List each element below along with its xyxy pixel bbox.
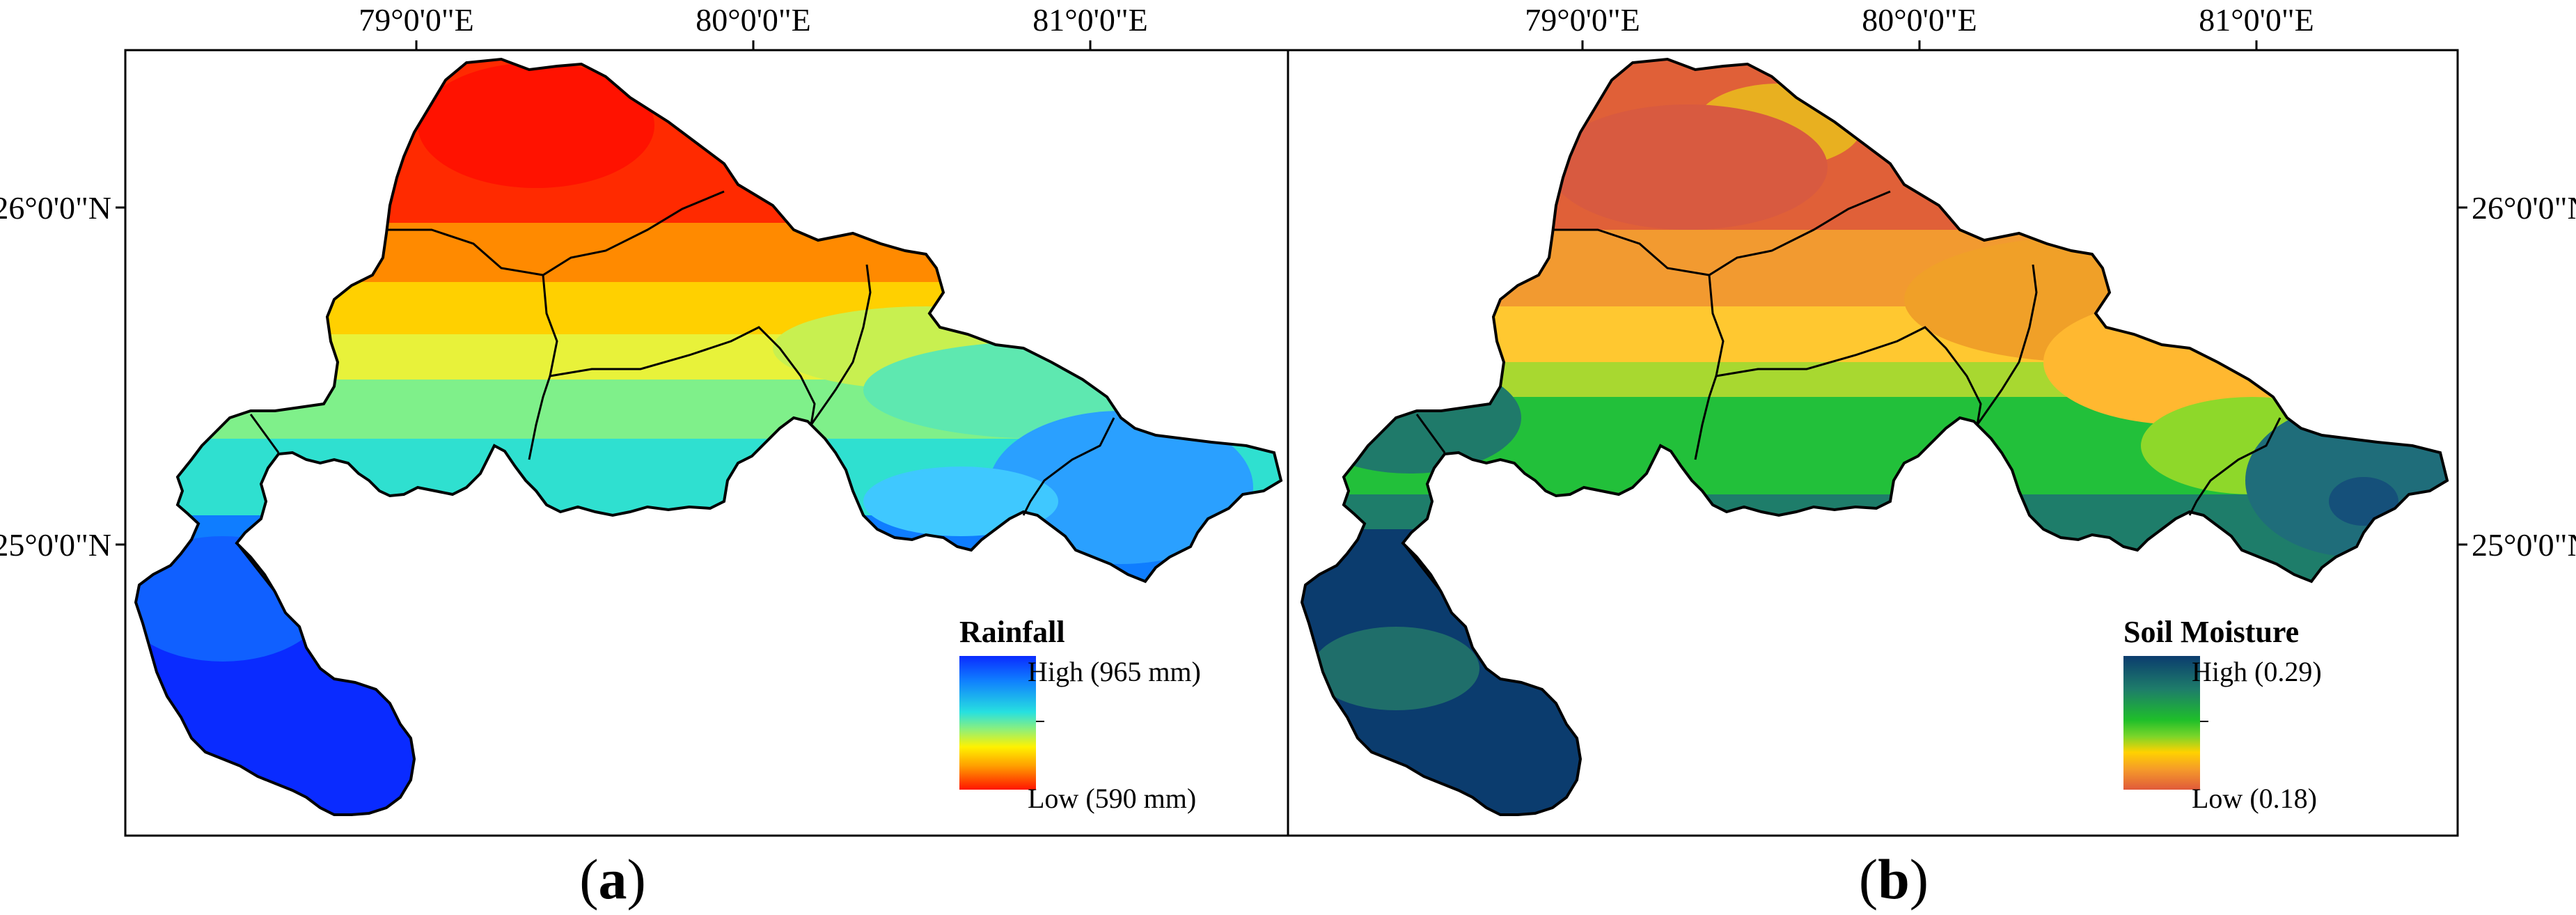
legend-colorbar-rainfall	[959, 656, 1036, 790]
panel-caption-a: (a)	[579, 847, 646, 911]
top-axis-ticks-b	[1581, 40, 2467, 546]
top-axis-label-b-2: 80°0'0"E	[1862, 2, 1977, 38]
legend-title-rainfall: Rainfall	[959, 615, 1065, 649]
panel-a: 79°0'0"E 80°0'0"E 81°0'0"E 26°0'0"N 25°0…	[0, 2, 1289, 911]
top-axis-label-a-3: 81°0'0"E	[1032, 2, 1148, 38]
top-axis-label-b-3: 81°0'0"E	[2199, 2, 2314, 38]
top-axis-ticks-a	[116, 40, 1092, 546]
panel-caption-b: (b)	[1859, 847, 1929, 911]
right-axis-label-b-2: 25°0'0"N	[2472, 527, 2576, 563]
top-axis-label-b-1: 79°0'0"E	[1525, 2, 1640, 38]
left-axis-label-a-2: 25°0'0"N	[0, 527, 111, 563]
legend-colorbar-soil-moisture	[2123, 656, 2200, 790]
legend-high-label-soil-moisture: High (0.29)	[2192, 656, 2322, 687]
legend-title-soil-moisture: Soil Moisture	[2123, 615, 2299, 649]
top-axis-label-a-1: 79°0'0"E	[359, 2, 474, 38]
right-axis-label-b-1: 26°0'0"N	[2472, 190, 2576, 226]
district-boundaries-b	[1401, 190, 2282, 593]
legend-high-label-rainfall: High (965 mm)	[1028, 656, 1201, 687]
panel-b: 79°0'0"E 80°0'0"E 81°0'0"E 26°0'0"N 25°0…	[1287, 2, 2576, 911]
top-axis-label-a-2: 80°0'0"E	[696, 2, 811, 38]
district-boundaries-a	[235, 190, 1115, 593]
legend-low-label-soil-moisture: Low (0.18)	[2192, 783, 2317, 814]
legend-low-label-rainfall: Low (590 mm)	[1028, 783, 1196, 814]
left-axis-label-a-1: 26°0'0"N	[0, 190, 111, 226]
